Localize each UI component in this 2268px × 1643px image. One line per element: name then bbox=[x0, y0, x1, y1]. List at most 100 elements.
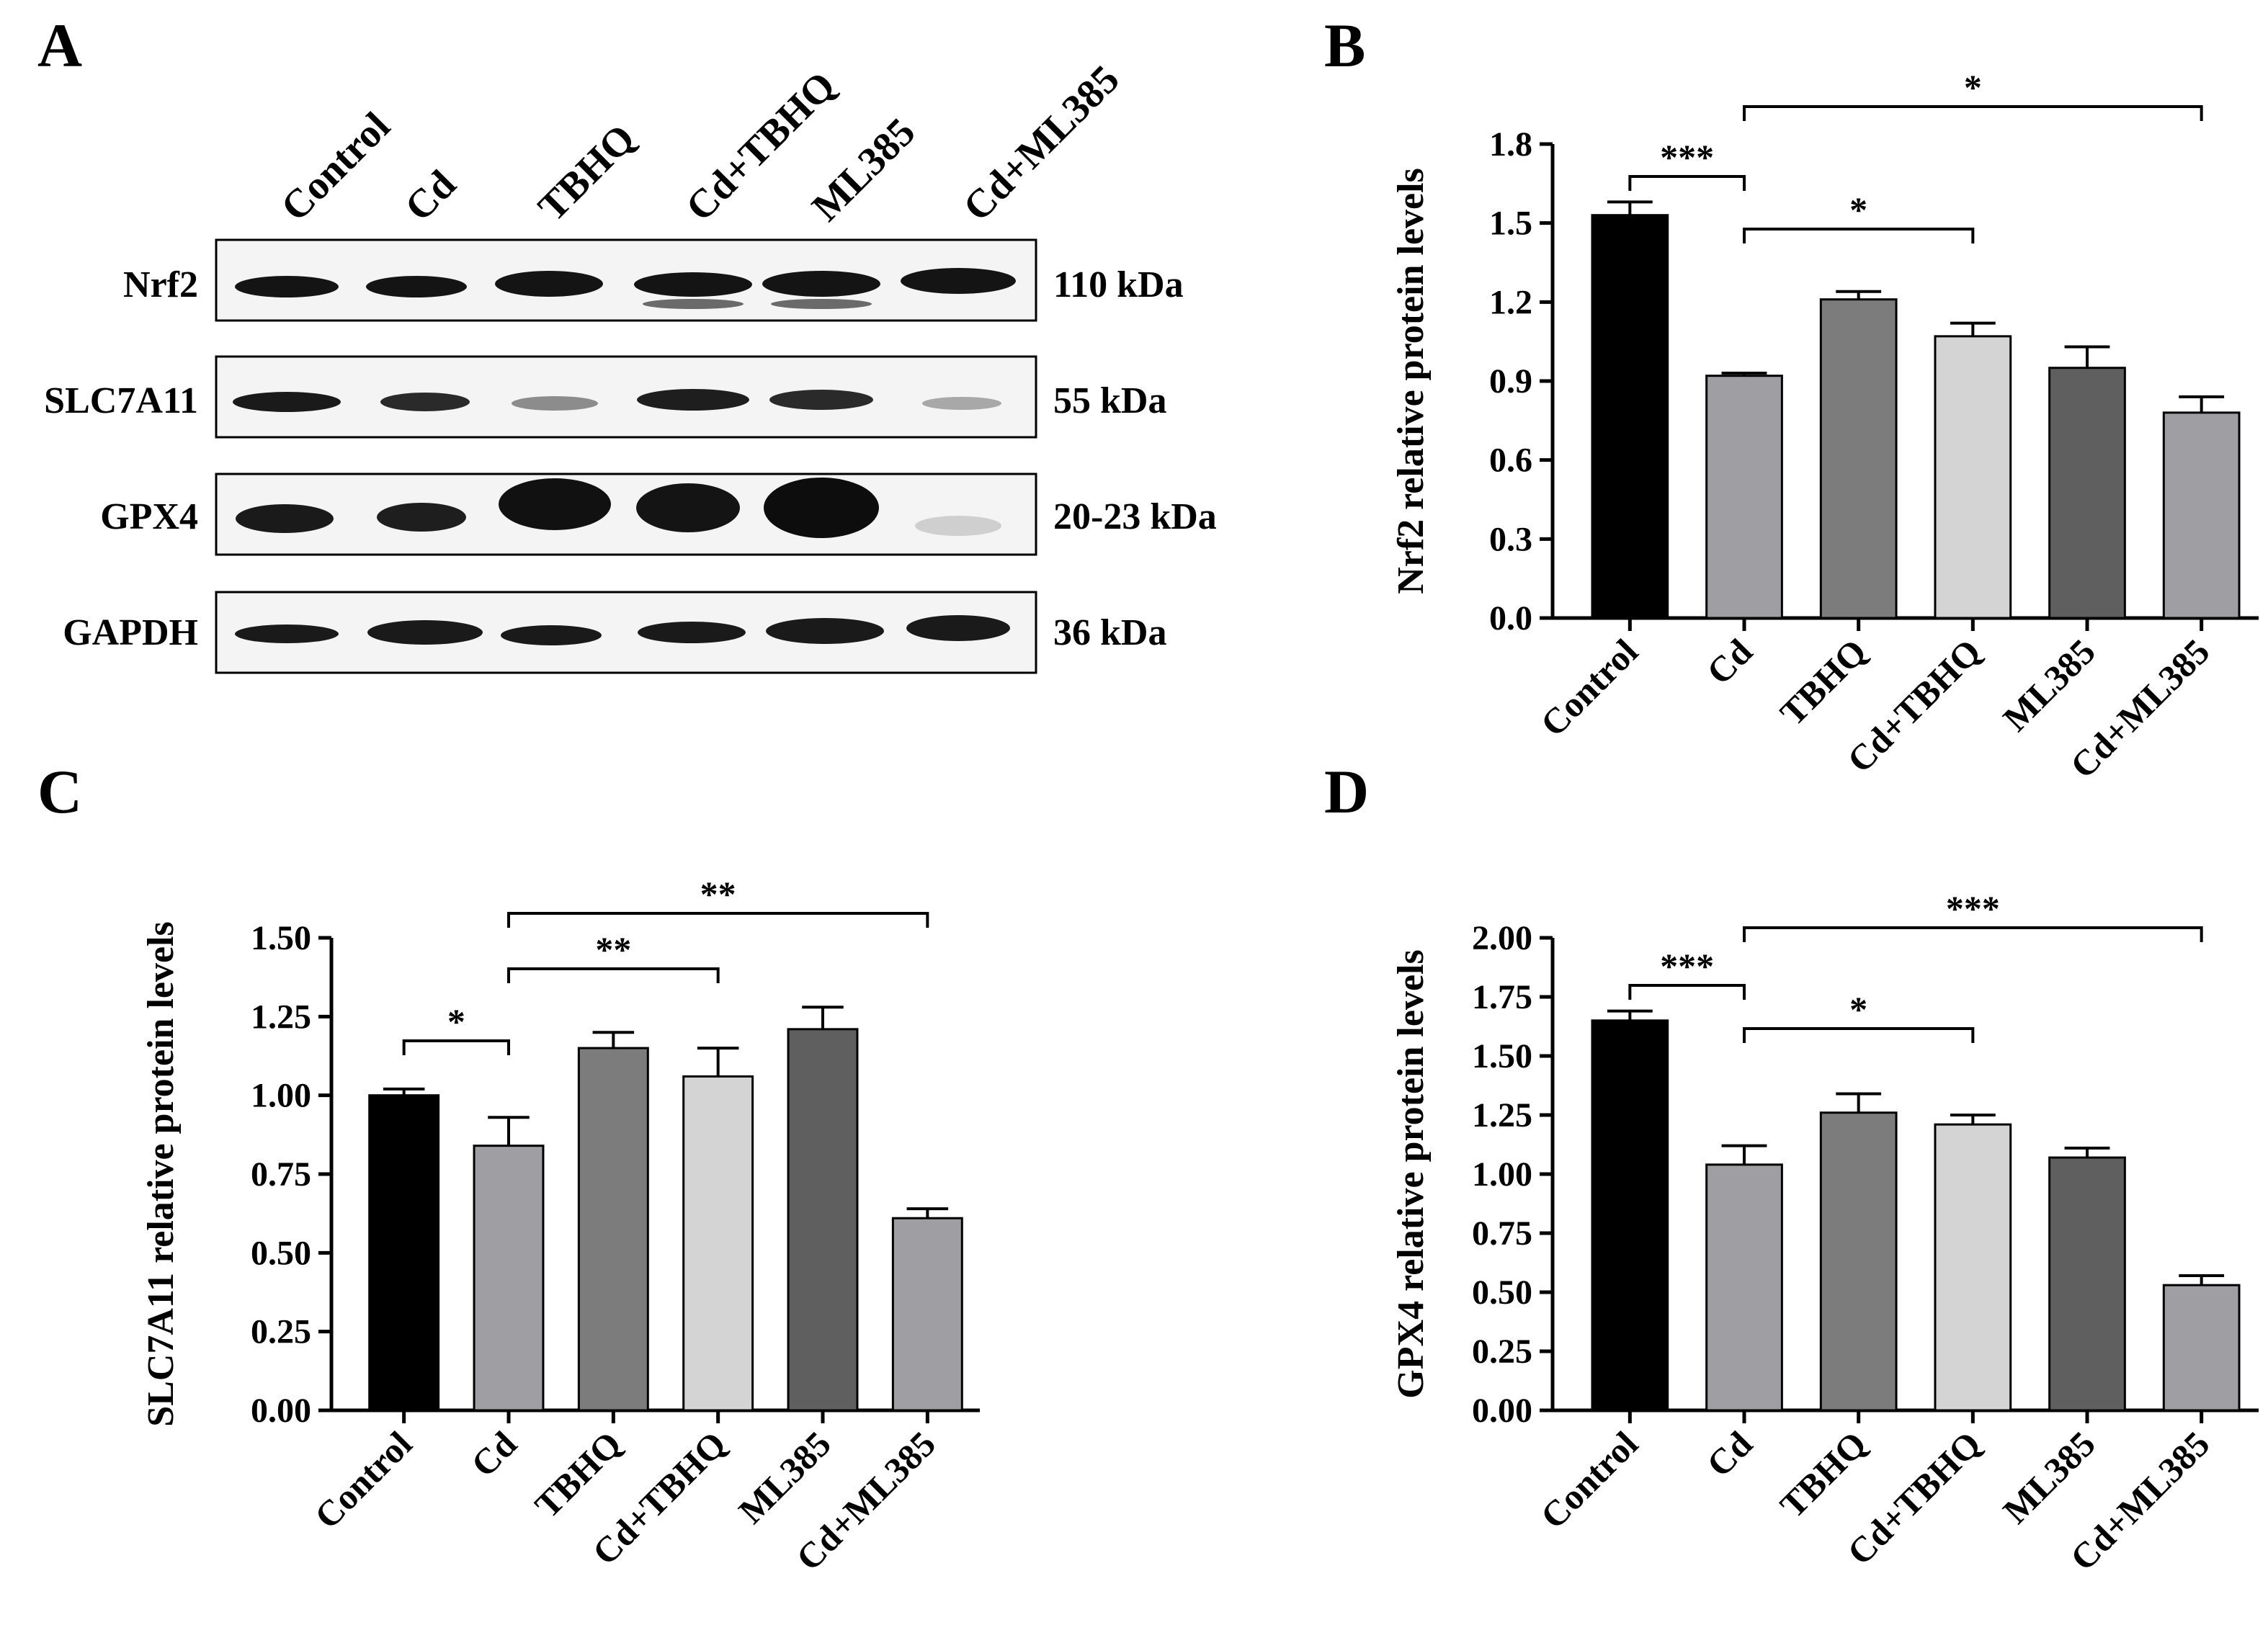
bar bbox=[1591, 1019, 1669, 1412]
y-tick-label: 0.0 bbox=[1489, 599, 1532, 637]
lane-label: Control bbox=[272, 104, 398, 230]
y-tick-label: 0.3 bbox=[1489, 520, 1532, 558]
band bbox=[380, 393, 470, 411]
y-tick-label: 0.50 bbox=[251, 1234, 311, 1272]
band-faint bbox=[771, 299, 872, 309]
bar bbox=[1934, 335, 2012, 619]
bar bbox=[1705, 375, 1783, 619]
bar bbox=[2048, 1156, 2126, 1412]
band bbox=[922, 397, 1001, 410]
x-tick-label: TBHQ bbox=[1772, 1423, 1875, 1526]
x-tick-label: ML385 bbox=[1995, 631, 2103, 739]
blot-strip bbox=[215, 591, 1037, 674]
band bbox=[906, 615, 1010, 641]
band bbox=[766, 618, 884, 644]
y-axis-title: SLC7A11 relative protein levels bbox=[140, 921, 182, 1426]
significance-bracket bbox=[1628, 175, 1746, 191]
y-tick-label: 1.8 bbox=[1489, 125, 1532, 164]
bar bbox=[2162, 411, 2241, 619]
significance-bracket bbox=[507, 912, 929, 928]
y-axis-title: GPX4 relative protein levels bbox=[1390, 949, 1432, 1398]
lane-label: Cd+ML385 bbox=[955, 57, 1128, 230]
y-tick-label: 0.75 bbox=[1472, 1214, 1532, 1253]
bar bbox=[682, 1075, 754, 1412]
significance-label: ** bbox=[700, 874, 736, 914]
blot-bands bbox=[236, 478, 1001, 538]
y-tick-label: 1.5 bbox=[1489, 205, 1532, 243]
band bbox=[512, 396, 598, 411]
blot-row-slc7a11: SLC7A11 55 kDa bbox=[44, 355, 1166, 439]
blot-bands bbox=[235, 268, 1016, 309]
bar bbox=[368, 1094, 440, 1412]
panel-a: A Control Cd TBHQ Cd+TBHQ ML385 Cd+ML385… bbox=[37, 11, 1217, 674]
significance-bracket bbox=[1743, 105, 2203, 121]
y-tick-label: 0.00 bbox=[1472, 1392, 1532, 1430]
band bbox=[367, 620, 483, 645]
significance-label: * bbox=[1849, 989, 1867, 1029]
significance-bracket bbox=[1743, 228, 1975, 243]
x-tick-label: Cd bbox=[463, 1423, 524, 1485]
blot-row-gapdh: GAPDH 36 kDa bbox=[63, 591, 1166, 674]
y-tick-label: 1.75 bbox=[1472, 978, 1532, 1016]
x-tick-label: TBHQ bbox=[1772, 631, 1875, 733]
blot-strip bbox=[215, 473, 1037, 556]
blot-row-label: GAPDH bbox=[63, 612, 198, 653]
panel-d-letter: D bbox=[1324, 757, 1369, 826]
blot-size-label: 36 kDa bbox=[1053, 612, 1166, 653]
chart-slc7a11: 0.00 0.25 0.50 0.75 1.00 1.25 1.50 SLC7A11 rela… bbox=[140, 874, 980, 1578]
blot-row-nrf2: Nrf2 110 kDa bbox=[123, 238, 1184, 322]
y-tick-label: 1.00 bbox=[1472, 1155, 1532, 1194]
y-tick-label: 0.25 bbox=[251, 1313, 311, 1351]
band bbox=[235, 624, 339, 643]
significance-bracket bbox=[1743, 926, 2203, 942]
significance-label: *** bbox=[1946, 888, 2000, 928]
band bbox=[236, 504, 334, 533]
lane-label: Cd bbox=[396, 162, 464, 230]
blot-bands bbox=[235, 615, 1010, 645]
chart-gpx4: 0.00 0.25 0.50 0.75 1.00 1.25 1.50 1.75 2.00 GPX4… bbox=[1390, 888, 2259, 1578]
significance-label: ** bbox=[595, 929, 631, 970]
lane-label: ML385 bbox=[803, 109, 924, 230]
y-tick-label: 1.50 bbox=[1472, 1037, 1532, 1075]
significance-label: *** bbox=[1660, 137, 1714, 177]
significance-bracket bbox=[1743, 1027, 1975, 1043]
y-tick-label: 1.00 bbox=[251, 1077, 311, 1115]
y-tick-label: 1.25 bbox=[251, 998, 311, 1036]
bar bbox=[1819, 1111, 1898, 1412]
bar bbox=[1705, 1163, 1783, 1412]
y-tick-label: 0.9 bbox=[1489, 362, 1532, 400]
significance-bracket bbox=[402, 1039, 510, 1055]
y-tick-label: 0.50 bbox=[1472, 1273, 1532, 1312]
blot-row-label: GPX4 bbox=[100, 496, 198, 537]
y-tick-label: 1.2 bbox=[1489, 283, 1532, 321]
band bbox=[637, 389, 749, 411]
band bbox=[915, 516, 1001, 536]
significance-label: * bbox=[1849, 189, 1867, 230]
panel-b-letter: B bbox=[1324, 11, 1365, 80]
band bbox=[636, 483, 740, 532]
band bbox=[762, 271, 880, 297]
band bbox=[366, 276, 467, 297]
band bbox=[235, 276, 339, 297]
blot-size-label: 110 kDa bbox=[1053, 264, 1184, 305]
panel-a-letter: A bbox=[37, 11, 82, 80]
band bbox=[501, 625, 602, 645]
y-tick-label: 0.00 bbox=[251, 1392, 311, 1430]
x-tick-label: Control bbox=[1532, 631, 1646, 744]
band-faint bbox=[643, 299, 744, 309]
panel-c-letter: C bbox=[37, 757, 82, 826]
blot-size-label: 20-23 kDa bbox=[1053, 496, 1217, 537]
x-tick-label: Cd bbox=[1699, 631, 1760, 692]
band bbox=[769, 390, 873, 410]
bar bbox=[1934, 1123, 2012, 1412]
blot-strip bbox=[215, 355, 1037, 439]
bar bbox=[577, 1047, 649, 1412]
blot-strip bbox=[215, 238, 1037, 322]
blot-bands bbox=[233, 389, 1001, 412]
x-tick-label: Control bbox=[1532, 1423, 1646, 1536]
band bbox=[901, 268, 1016, 294]
bar bbox=[891, 1217, 963, 1412]
band bbox=[499, 478, 611, 530]
band bbox=[377, 503, 466, 532]
